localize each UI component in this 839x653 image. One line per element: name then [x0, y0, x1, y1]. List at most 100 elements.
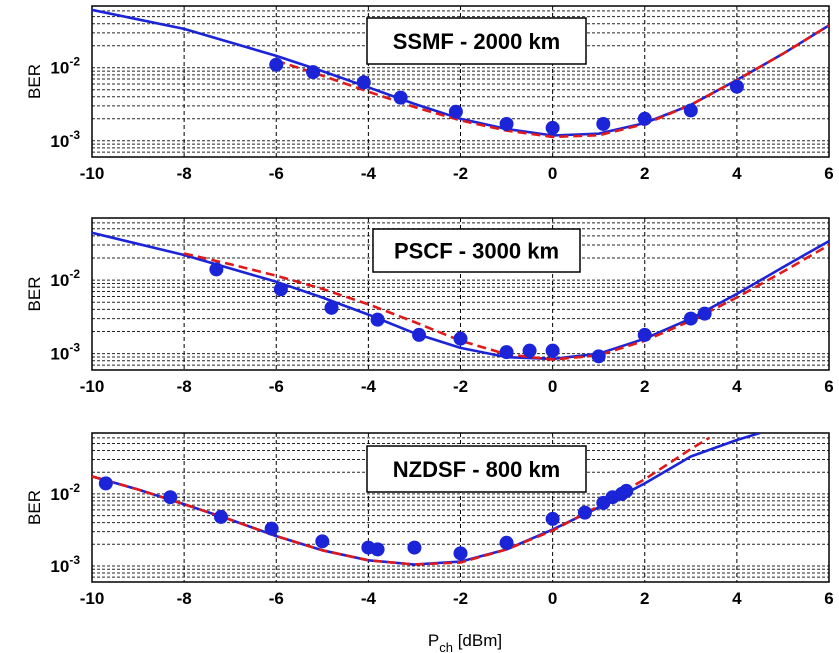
- data-point: [306, 65, 321, 80]
- data-point: [499, 345, 514, 360]
- y-tick-base: 10: [50, 271, 69, 290]
- data-point: [370, 542, 385, 557]
- panel-title: SSMF - 2000 km: [393, 29, 561, 54]
- data-point: [163, 490, 178, 505]
- x-tick-label: 6: [824, 589, 833, 608]
- x-tick-label: 6: [824, 164, 833, 183]
- data-point: [577, 505, 592, 520]
- x-tick-label: -2: [453, 164, 468, 183]
- data-point: [448, 104, 463, 119]
- x-tick-label: -4: [361, 589, 377, 608]
- x-tick-label: 2: [640, 164, 649, 183]
- panel-title-box: [366, 17, 587, 65]
- y-tick-label: 10-2: [50, 267, 80, 290]
- x-tick-label: -10: [80, 164, 105, 183]
- x-axis-label: Pch [dBm]: [428, 631, 502, 653]
- y-tick-label: 10-2: [50, 481, 80, 504]
- x-tick-label: -10: [80, 589, 105, 608]
- data-point: [596, 116, 611, 131]
- data-point: [683, 311, 698, 326]
- data-point: [619, 483, 634, 498]
- data-point: [545, 511, 560, 526]
- data-point: [273, 282, 288, 297]
- data-point: [453, 331, 468, 346]
- panel-title: NZDSF - 800 km: [393, 457, 561, 482]
- x-tick-label: 2: [640, 589, 649, 608]
- y-axis-label: BER: [25, 490, 44, 525]
- x-axis-label-unit: [dBm]: [453, 631, 502, 650]
- x-tick-label: -6: [269, 589, 284, 608]
- data-point: [545, 343, 560, 358]
- data-point: [545, 120, 560, 135]
- x-tick-label: 4: [732, 589, 742, 608]
- data-point: [264, 521, 279, 536]
- data-point: [356, 75, 371, 90]
- grid: [92, 218, 829, 371]
- panel-title: PSCF - 3000 km: [394, 239, 559, 264]
- data-point: [412, 327, 427, 342]
- axes-box: [91, 432, 830, 583]
- x-tick-label: 0: [548, 164, 557, 183]
- data-point: [683, 103, 698, 118]
- x-tick-label: -4: [361, 377, 377, 396]
- data-point: [729, 79, 744, 94]
- x-tick-label: 2: [640, 377, 649, 396]
- y-tick-label: 10-3: [50, 128, 80, 151]
- data-point: [213, 509, 228, 524]
- y-tick-exponent: -3: [69, 128, 80, 142]
- x-axis-label-sub: ch: [439, 640, 453, 653]
- x-tick-label: -8: [177, 164, 192, 183]
- y-tick-exponent: -3: [69, 553, 80, 567]
- x-tick-label: -2: [453, 377, 468, 396]
- x-tick-label: -8: [177, 377, 192, 396]
- data-point: [315, 534, 330, 549]
- x-tick-label: 4: [732, 377, 742, 396]
- data-point: [637, 111, 652, 126]
- x-tick-label: 0: [548, 377, 557, 396]
- data-point: [637, 327, 652, 342]
- y-tick-exponent: -3: [69, 341, 80, 355]
- data-point: [499, 116, 514, 131]
- y-tick-base: 10: [50, 59, 69, 78]
- y-tick-base: 10: [50, 557, 69, 576]
- x-tick-label: -10: [80, 377, 105, 396]
- data-point: [697, 306, 712, 321]
- y-tick-base: 10: [50, 132, 69, 151]
- x-tick-label: -4: [361, 164, 377, 183]
- data-point: [522, 343, 537, 358]
- data-point: [324, 300, 339, 315]
- y-tick-exponent: -2: [69, 55, 80, 69]
- data-point: [269, 57, 284, 72]
- data-point: [209, 262, 224, 277]
- y-tick-exponent: -2: [69, 481, 80, 495]
- data-point: [453, 546, 468, 561]
- x-tick-label: -8: [177, 589, 192, 608]
- y-tick-exponent: -2: [69, 267, 80, 281]
- x-tick-label: -2: [453, 589, 468, 608]
- y-axis-label: BER: [25, 64, 44, 99]
- panel-title-box: [372, 228, 581, 273]
- data-point: [499, 535, 514, 550]
- axes-box: [91, 5, 830, 158]
- y-tick-label: 10-3: [50, 341, 80, 364]
- data-point: [591, 349, 606, 364]
- y-tick-label: 10-3: [50, 553, 80, 576]
- x-tick-label: 0: [548, 589, 557, 608]
- data-point: [393, 90, 408, 105]
- y-tick-base: 10: [50, 485, 69, 504]
- x-axis-label-main: P: [428, 631, 439, 650]
- data-point: [98, 476, 113, 491]
- axes-box: [91, 217, 830, 371]
- data-point: [407, 540, 422, 555]
- y-axis-label: BER: [25, 277, 44, 312]
- x-tick-label: 4: [732, 164, 742, 183]
- x-tick-label: -6: [269, 377, 284, 396]
- y-tick-label: 10-2: [50, 55, 80, 78]
- panel-title-box: [366, 445, 587, 493]
- x-tick-label: -6: [269, 164, 284, 183]
